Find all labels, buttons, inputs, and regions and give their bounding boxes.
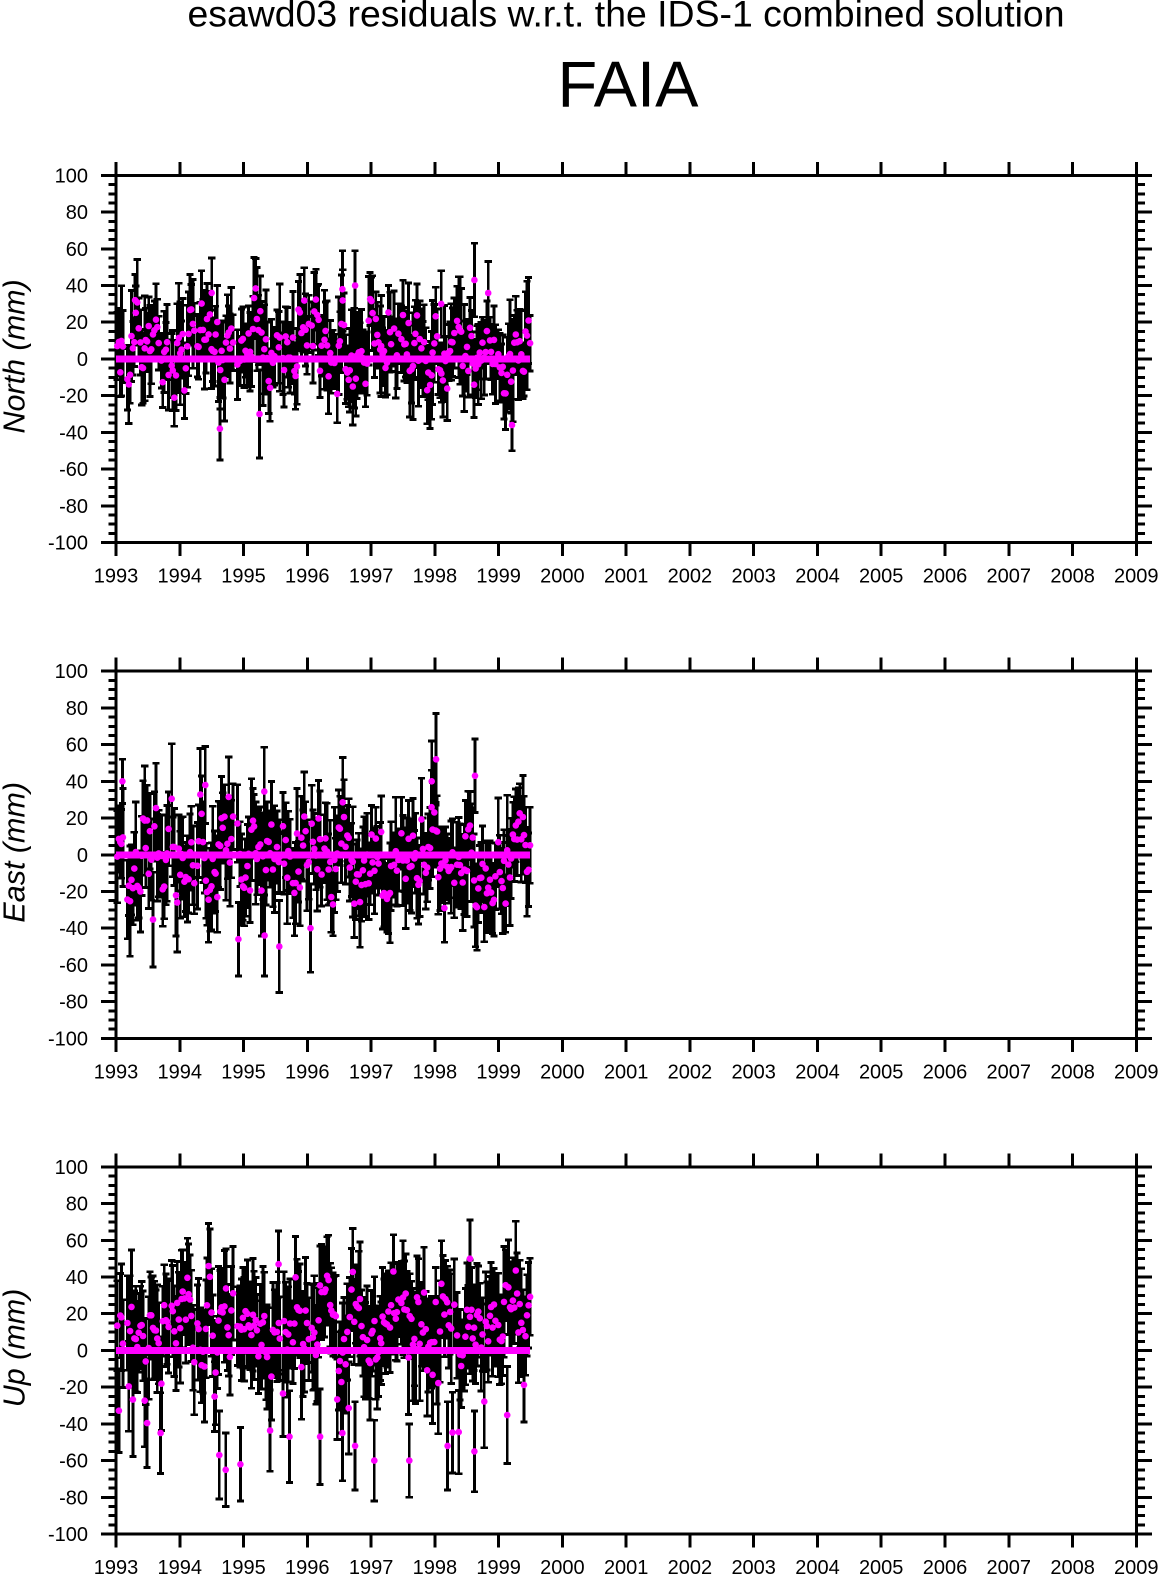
svg-text:2003: 2003 [731,1557,776,1575]
svg-text:-20: -20 [59,1377,88,1399]
svg-text:esawd03 residuals w.r.t. the I: esawd03 residuals w.r.t. the IDS-1 combi… [187,0,1064,35]
svg-text:1997: 1997 [349,1061,394,1083]
svg-text:2006: 2006 [923,566,968,588]
svg-text:-80: -80 [59,496,88,518]
svg-text:-100: -100 [48,1524,88,1546]
svg-text:2005: 2005 [859,1557,904,1575]
svg-text:-100: -100 [48,533,88,555]
svg-text:2008: 2008 [1050,566,1095,588]
svg-text:-40: -40 [59,422,88,444]
svg-text:-40: -40 [59,1414,88,1436]
svg-text:1996: 1996 [285,1557,330,1575]
svg-text:0: 0 [77,1341,88,1363]
svg-text:-60: -60 [59,459,88,481]
svg-text:1993: 1993 [94,1061,139,1083]
svg-text:100: 100 [55,661,88,683]
svg-text:100: 100 [55,1157,88,1179]
svg-text:-60: -60 [59,955,88,977]
svg-text:1998: 1998 [413,566,458,588]
svg-text:1997: 1997 [349,1557,394,1575]
svg-text:2001: 2001 [604,566,649,588]
svg-text:60: 60 [66,1230,88,1252]
svg-text:80: 80 [66,698,88,720]
svg-text:1993: 1993 [94,1557,139,1575]
svg-text:Up (mm): Up (mm) [0,1289,32,1408]
svg-text:-20: -20 [59,386,88,408]
svg-text:1995: 1995 [221,1061,266,1083]
svg-text:FAIA: FAIA [558,48,700,121]
svg-text:0: 0 [77,349,88,371]
svg-text:-60: -60 [59,1451,88,1473]
svg-text:0: 0 [77,845,88,867]
svg-text:1997: 1997 [349,566,394,588]
svg-text:2005: 2005 [859,566,904,588]
svg-text:2000: 2000 [540,1061,585,1083]
svg-text:1999: 1999 [476,1061,521,1083]
svg-text:1994: 1994 [158,1557,203,1575]
svg-text:2007: 2007 [987,566,1032,588]
svg-text:-100: -100 [48,1028,88,1050]
svg-text:1994: 1994 [158,566,203,588]
svg-text:2002: 2002 [668,1557,713,1575]
svg-text:80: 80 [66,202,88,224]
svg-text:2008: 2008 [1050,1557,1095,1575]
svg-text:-80: -80 [59,1487,88,1509]
svg-text:2007: 2007 [987,1061,1032,1083]
svg-text:2007: 2007 [987,1557,1032,1575]
svg-text:20: 20 [66,1304,88,1326]
svg-text:2001: 2001 [604,1557,649,1575]
svg-text:2005: 2005 [859,1061,904,1083]
svg-text:1999: 1999 [476,566,521,588]
svg-text:1996: 1996 [285,1061,330,1083]
svg-text:60: 60 [66,735,88,757]
svg-text:2006: 2006 [923,1557,968,1575]
svg-text:1998: 1998 [413,1061,458,1083]
svg-text:40: 40 [66,771,88,793]
svg-text:2002: 2002 [668,1061,713,1083]
svg-text:2009: 2009 [1114,566,1159,588]
svg-text:North (mm): North (mm) [0,279,32,433]
svg-text:40: 40 [66,1267,88,1289]
svg-text:40: 40 [66,276,88,298]
svg-text:2000: 2000 [540,1557,585,1575]
svg-text:2002: 2002 [668,566,713,588]
svg-text:-20: -20 [59,882,88,904]
svg-text:20: 20 [66,312,88,334]
svg-text:2000: 2000 [540,566,585,588]
svg-text:1995: 1995 [221,566,266,588]
svg-text:60: 60 [66,239,88,261]
svg-text:-80: -80 [59,992,88,1014]
svg-text:East (mm): East (mm) [0,782,32,923]
svg-text:1993: 1993 [94,566,139,588]
svg-text:2001: 2001 [604,1061,649,1083]
svg-text:2003: 2003 [731,566,776,588]
svg-text:2009: 2009 [1114,1061,1159,1083]
svg-text:2009: 2009 [1114,1557,1159,1575]
svg-text:2008: 2008 [1050,1061,1095,1083]
svg-text:2004: 2004 [795,1061,840,1083]
svg-text:-40: -40 [59,918,88,940]
svg-text:20: 20 [66,808,88,830]
svg-text:1994: 1994 [158,1061,203,1083]
svg-text:100: 100 [55,165,88,187]
svg-text:1999: 1999 [476,1557,521,1575]
svg-text:1996: 1996 [285,566,330,588]
svg-text:1995: 1995 [221,1557,266,1575]
svg-text:2004: 2004 [795,1557,840,1575]
svg-text:2003: 2003 [731,1061,776,1083]
svg-text:80: 80 [66,1194,88,1216]
svg-text:2004: 2004 [795,566,840,588]
svg-text:1998: 1998 [413,1557,458,1575]
svg-text:2006: 2006 [923,1061,968,1083]
